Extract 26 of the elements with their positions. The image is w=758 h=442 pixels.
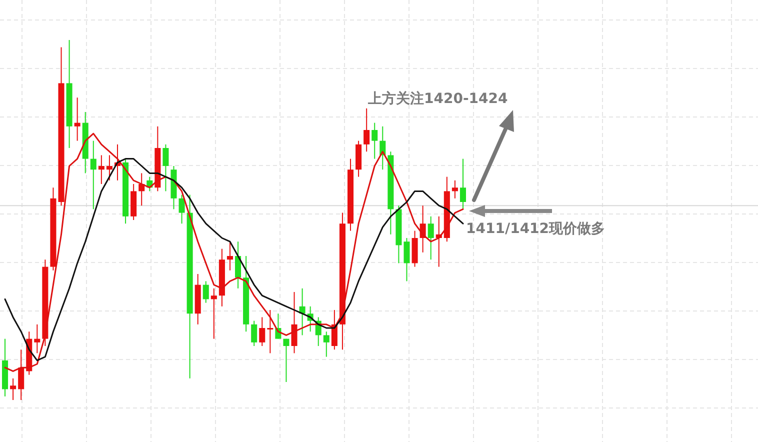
candlestick (364, 108, 370, 152)
candlestick (34, 324, 40, 354)
candlestick (372, 122, 378, 160)
annotation: 上方关注1420-1424 (367, 90, 508, 107)
candlestick (460, 158, 466, 210)
annotation: 1411/1412现价做多 (466, 221, 606, 237)
candlestick (210, 288, 217, 340)
candlestick (428, 216, 434, 260)
candlestick (235, 241, 242, 289)
candlestick (452, 180, 458, 199)
candlestick (202, 280, 209, 304)
candlestick (226, 241, 233, 271)
candlestick (323, 331, 330, 358)
candlestick (291, 292, 298, 354)
candlestick (98, 154, 104, 184)
candlestick (178, 194, 185, 224)
candlestick (162, 144, 169, 192)
candlestick (90, 140, 96, 210)
candlestick (74, 97, 80, 142)
candlestick (10, 378, 16, 400)
candlestick (259, 316, 266, 346)
candlestick (404, 238, 410, 282)
candlestick (283, 338, 290, 382)
candlestick (106, 154, 112, 181)
candlestick (251, 320, 258, 346)
candlestick (267, 310, 274, 354)
